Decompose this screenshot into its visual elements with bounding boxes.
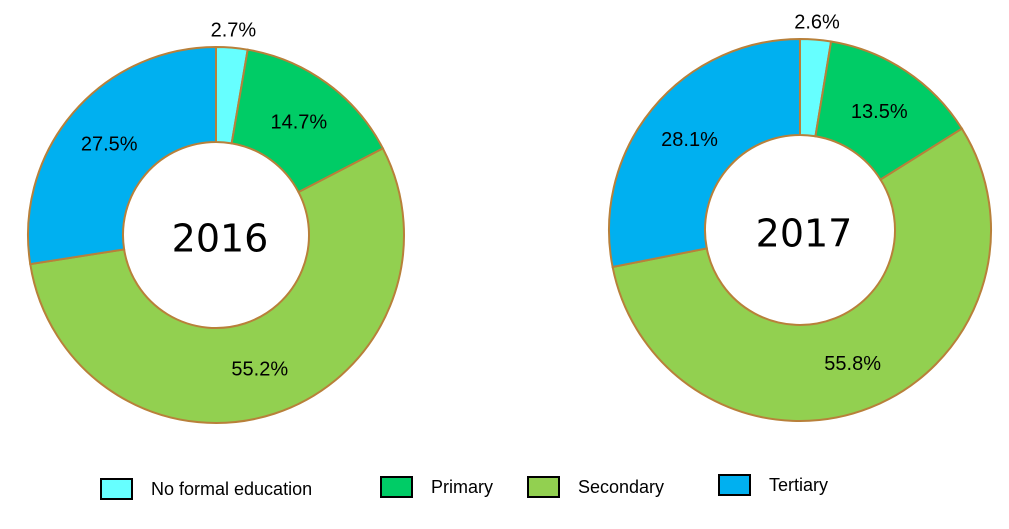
legend-label: Tertiary — [769, 474, 829, 495]
legend-item-no-formal-education: No formal education — [100, 478, 312, 500]
data-label: 14.7% — [271, 112, 328, 134]
slice-primary-2016 — [230, 48, 385, 194]
slice-primary-2017 — [814, 40, 964, 181]
slice-secondary-2017 — [611, 127, 992, 422]
legend: No formal education Primary Secondary Te… — [0, 474, 1009, 506]
data-label: 27.5% — [81, 134, 138, 156]
data-label: 13.5% — [851, 101, 908, 123]
legend-swatch — [380, 476, 413, 498]
legend-swatch — [527, 476, 560, 498]
legend-label: Secondary — [578, 476, 665, 497]
center-label: 2017 — [756, 212, 853, 256]
legend-label: No formal education — [151, 478, 313, 499]
data-label: 55.8% — [824, 353, 881, 375]
slice-secondary-2016 — [29, 147, 405, 424]
data-label: 2.6% — [794, 12, 840, 34]
legend-item-primary: Primary — [380, 476, 493, 498]
legend-label: Primary — [431, 476, 493, 497]
legend-item-secondary: Secondary — [527, 476, 664, 498]
data-label: 2.7% — [211, 20, 257, 42]
slice-tertiary-2016 — [27, 45, 217, 266]
data-label: 28.1% — [661, 129, 718, 151]
legend-item-tertiary: Tertiary — [718, 474, 828, 496]
data-label: 55.2% — [231, 359, 288, 381]
legend-swatch — [718, 474, 751, 496]
slice-tertiary-2017 — [608, 37, 801, 269]
legend-swatch — [100, 478, 133, 500]
center-label: 2016 — [172, 217, 269, 261]
